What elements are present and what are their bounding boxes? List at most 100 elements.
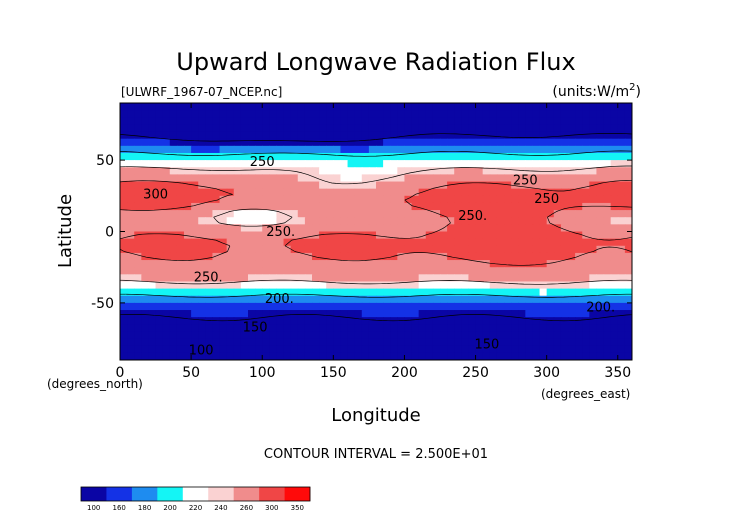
- field-cell: [540, 353, 548, 361]
- field-cell: [532, 346, 540, 354]
- field-cell: [490, 139, 498, 147]
- field-cell: [227, 224, 235, 232]
- field-cell: [383, 203, 391, 211]
- field-cell: [397, 339, 405, 347]
- field-cell: [127, 353, 135, 361]
- field-cell: [120, 324, 128, 332]
- field-cell: [454, 253, 462, 261]
- field-cell: [284, 124, 292, 132]
- field-cell: [241, 182, 249, 190]
- field-cell: [604, 189, 612, 197]
- field-cell: [582, 103, 590, 111]
- field-cell: [170, 281, 178, 289]
- field-cell: [312, 239, 320, 247]
- field-cell: [255, 281, 263, 289]
- field-cell: [604, 217, 612, 225]
- field-cell: [163, 339, 171, 347]
- field-cell: [561, 246, 569, 254]
- field-cell: [625, 239, 633, 247]
- field-cell: [511, 160, 519, 168]
- field-cell: [284, 274, 292, 282]
- field-cell: [134, 153, 142, 161]
- field-cell: [141, 203, 149, 211]
- field-cell: [333, 289, 341, 297]
- field-cell: [376, 310, 384, 318]
- field-cell: [156, 331, 164, 339]
- field-cell: [205, 217, 213, 225]
- field-cell: [276, 260, 284, 268]
- field-cell: [369, 124, 377, 132]
- field-cell: [348, 274, 356, 282]
- contour-label: 150: [243, 320, 268, 335]
- field-cell: [404, 203, 412, 211]
- field-cell: [305, 303, 313, 311]
- field-cell: [212, 153, 220, 161]
- field-cell: [561, 160, 569, 168]
- field-cell: [518, 124, 526, 132]
- field-cell: [540, 217, 548, 225]
- field-cell: [298, 324, 306, 332]
- field-cell: [404, 110, 412, 118]
- field-cell: [305, 224, 313, 232]
- field-cell: [625, 124, 633, 132]
- field-cell: [625, 210, 633, 218]
- field-cell: [561, 267, 569, 275]
- field-cell: [369, 196, 377, 204]
- field-cell: [205, 117, 213, 125]
- field-cell: [390, 331, 398, 339]
- field-cell: [369, 310, 377, 318]
- field-cell: [454, 117, 462, 125]
- field-cell: [476, 239, 484, 247]
- field-cell: [284, 174, 292, 182]
- field-cell: [227, 103, 235, 111]
- field-cell: [120, 182, 128, 190]
- field-cell: [184, 167, 192, 175]
- field-cell: [141, 353, 149, 361]
- field-cell: [568, 324, 576, 332]
- field-cell: [362, 324, 370, 332]
- field-cell: [376, 346, 384, 354]
- field-cell: [376, 203, 384, 211]
- field-cell: [582, 224, 590, 232]
- field-cell: [525, 274, 533, 282]
- contour-label: 250: [513, 173, 538, 188]
- field-cell: [262, 103, 270, 111]
- field-cell: [212, 132, 220, 140]
- field-cell: [362, 160, 370, 168]
- field-cell: [305, 310, 313, 318]
- field-cell: [284, 160, 292, 168]
- field-cell: [625, 117, 633, 125]
- field-cell: [148, 103, 156, 111]
- field-cell: [148, 353, 156, 361]
- field-cell: [340, 239, 348, 247]
- field-cell: [141, 296, 149, 304]
- field-cell: [305, 117, 313, 125]
- field-cell: [547, 353, 555, 361]
- field-cell: [269, 110, 277, 118]
- field-cell: [397, 167, 405, 175]
- field-cell: [390, 103, 398, 111]
- field-cell: [198, 317, 206, 325]
- field-cell: [348, 224, 356, 232]
- field-cell: [390, 353, 398, 361]
- field-cell: [276, 346, 284, 354]
- field-cell: [198, 174, 206, 182]
- field-cell: [419, 281, 427, 289]
- field-cell: [390, 281, 398, 289]
- field-cell: [483, 324, 491, 332]
- field-cell: [461, 296, 469, 304]
- field-cell: [454, 139, 462, 147]
- field-cell: [141, 132, 149, 140]
- field-cell: [490, 224, 498, 232]
- field-cell: [412, 346, 420, 354]
- field-cell: [170, 253, 178, 261]
- field-cell: [397, 196, 405, 204]
- field-cell: [362, 253, 370, 261]
- field-cell: [291, 274, 299, 282]
- field-cell: [383, 324, 391, 332]
- field-cell: [412, 153, 420, 161]
- field-cell: [490, 310, 498, 318]
- field-cell: [198, 260, 206, 268]
- field-cell: [319, 110, 327, 118]
- field-cell: [276, 160, 284, 168]
